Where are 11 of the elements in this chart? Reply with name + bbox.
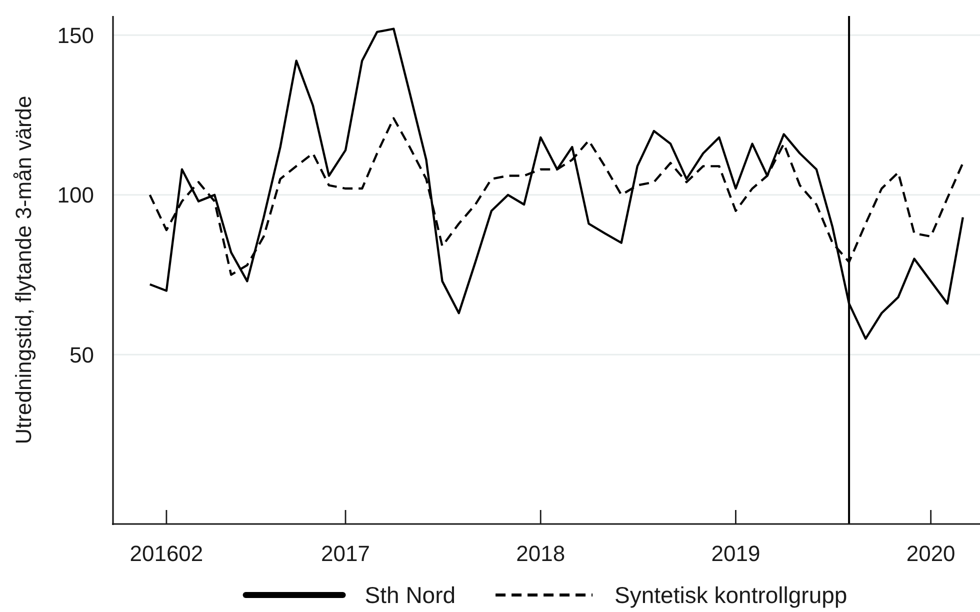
y-tick-label: 100 (57, 182, 94, 208)
x-tick-label: 201602 (130, 541, 204, 566)
legend-label: Syntetisk kontrollgrupp (614, 582, 848, 608)
y-axis-title: Utredningstid, flytande 3-mån värde (11, 96, 36, 444)
y-tick-label: 50 (70, 342, 94, 368)
y-tick-label: 150 (57, 22, 94, 48)
x-tick-label: 2017 (321, 541, 370, 566)
x-tick-label: 2018 (516, 541, 566, 566)
x-tick-label: 2020 (906, 541, 956, 566)
legend-label: Sth Nord (364, 582, 456, 608)
x-tick-label: 2019 (711, 541, 760, 566)
